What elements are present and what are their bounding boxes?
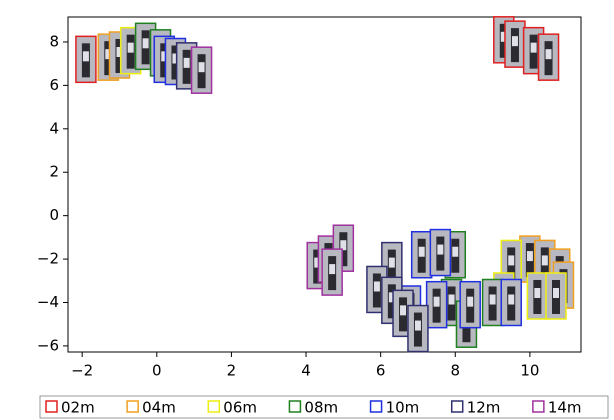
thumbnail-shirt	[374, 281, 380, 291]
thumbnail-shirt	[143, 38, 149, 48]
legend-label: 14m	[548, 399, 582, 417]
y-tick-label: 6	[49, 76, 59, 94]
y-tick-label: 2	[49, 163, 59, 181]
x-tick-label: 4	[301, 362, 311, 380]
thumbnail-shirt	[128, 43, 134, 53]
thumbnail-shirt	[400, 305, 406, 315]
thumbnail-shirt	[199, 62, 205, 72]
thumbnail-shirt	[467, 297, 473, 307]
thumbnail-shirt	[553, 288, 559, 298]
x-tick-label: 6	[376, 362, 386, 380]
x-tick-label: 8	[450, 362, 460, 380]
thumbnail-shirt	[508, 294, 514, 304]
thumbnail-shirt	[437, 245, 443, 255]
x-tick-label: −2	[71, 362, 93, 380]
y-tick-label: −6	[37, 336, 59, 354]
thumbnail-shirt	[329, 264, 335, 274]
x-tick-label: 10	[520, 362, 539, 380]
legend-label: 02m	[61, 399, 95, 417]
thumbnail-shirt	[184, 58, 190, 68]
thumbnail-shirt	[534, 288, 540, 298]
thumbnail-shirt	[449, 294, 455, 304]
legend-label: 04m	[142, 399, 176, 417]
legend-label: 10m	[386, 399, 420, 417]
x-tick-label: 0	[152, 362, 162, 380]
thumbnail-shirt	[490, 294, 496, 304]
thumbnail-shirt	[452, 247, 458, 257]
legend-label: 06m	[223, 399, 257, 417]
y-tick-label: −4	[37, 293, 59, 311]
thumbnail-shirt	[531, 43, 537, 53]
thumbnail-shirt	[389, 258, 395, 268]
thumbnail-shirt	[527, 251, 533, 261]
page: {"chart_data": {"type": "scatter", "xlim…	[0, 0, 614, 420]
x-tick-label: 2	[227, 362, 237, 380]
thumbnail-shirt	[419, 247, 425, 257]
thumbnail-shirt	[83, 51, 89, 61]
chart: −2 0 2 4 6 8 10 −6 −4 −2 0 2 4 6 8 02m 04m 06m 08m 10m 12m 14…	[0, 0, 614, 420]
y-tick-label: 4	[49, 119, 59, 137]
y-tick-label: −2	[37, 250, 59, 268]
thumbnail-shirt	[415, 321, 421, 331]
legend-label: 12m	[467, 399, 501, 417]
thumbnail-shirt	[434, 297, 440, 307]
legend-label: 08m	[304, 399, 338, 417]
thumbnail-shirt	[512, 36, 518, 46]
thumbnail-shirt	[508, 255, 514, 265]
y-tick-label: 0	[49, 206, 59, 224]
thumbnail-shirt	[542, 255, 548, 265]
thumbnail-shirt	[546, 49, 552, 59]
y-tick-label: 8	[49, 32, 59, 50]
